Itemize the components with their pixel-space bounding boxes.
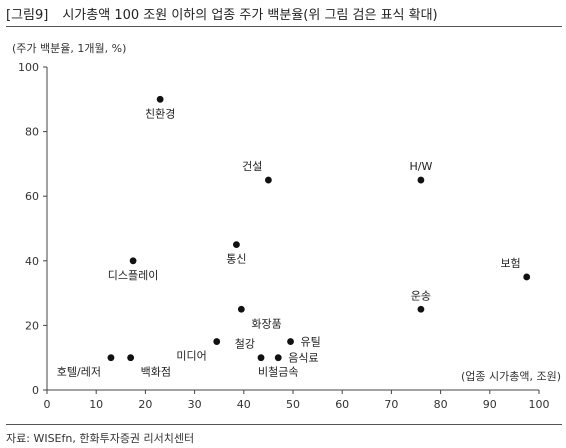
y-tick-label: 60 [25,190,39,203]
data-point [257,354,265,362]
y-tick-label: 40 [25,255,39,268]
point-label: 백화점 [141,366,171,379]
data-point [417,176,425,184]
x-axis-label: (업종 시가총액, 조원) [461,370,561,383]
data-point [127,354,135,362]
point-label: 철강 [235,338,255,351]
x-tick-label: 80 [434,398,448,411]
point-label: 건설 [242,160,262,173]
y-axis-label: (주가 백분율, 1개월, %) [12,42,126,55]
x-tick-label: 40 [237,398,251,411]
point-label: 유틸 [301,336,321,349]
data-point [129,257,137,265]
x-tick-label: 20 [138,398,152,411]
point-label: 친환경 [145,107,175,120]
chart-title: [그림9] 시가총액 100 조원 이하의 업종 주가 백분율(위 그림 검은 표… [6,4,438,23]
source-note: 자료: WISEfn, 한화투자증권 리서치센터 [6,432,195,445]
point-label: 호텔/레저 [57,366,101,379]
data-point [417,305,425,313]
axes [43,66,540,394]
x-tick-label: 0 [44,398,51,411]
figure-tag: [그림9] [6,8,49,23]
data-point [213,338,221,345]
point-label: 디스플레이 [108,269,159,282]
x-tick-label: 30 [188,398,202,411]
y-tick-label: 20 [25,319,39,332]
data-point [107,354,115,362]
x-tick-label: 50 [286,398,300,411]
point-label: 음식료 [288,352,318,365]
y-tick-label: 100 [18,61,39,74]
point-label: 화장품 [251,317,281,330]
point-label: 보험 [500,257,520,270]
data-point [274,354,282,362]
point-label: 미디어 [176,350,206,363]
data-point [523,273,531,281]
point-label: 운송 [411,289,431,302]
y-tick-label: 80 [25,126,39,139]
bottom-rule [6,424,562,425]
data-point [237,305,245,313]
point-label: H/W [409,160,432,173]
x-tick-label: 70 [384,398,398,411]
y-tick-label: 0 [32,384,39,397]
data-point [156,95,164,103]
x-tick-label: 10 [89,398,103,411]
x-tick-label: 60 [335,398,349,411]
figure-title: 시가총액 100 조원 이하의 업종 주가 백분율(위 그림 검은 표식 확대) [62,8,438,23]
data-point [233,241,240,249]
x-tick-label: 100 [529,398,550,411]
point-label: 비철금속 [258,366,298,379]
top-rule [6,26,562,27]
data-point [265,176,272,184]
data-point [287,338,294,345]
tick-labels: 0 10 20 30 40 50 60 70 80 90 100 0 20 40 60 80 100 [18,61,550,411]
point-label: 통신 [226,253,246,266]
x-tick-label: 90 [483,398,497,411]
